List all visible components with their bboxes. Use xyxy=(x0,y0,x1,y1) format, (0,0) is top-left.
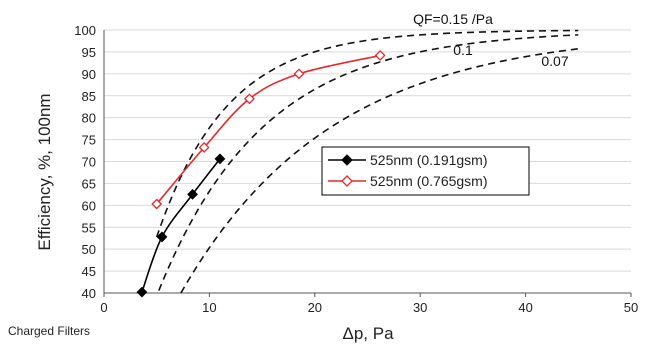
x-tick-label: 40 xyxy=(518,300,532,315)
legend-entry-series-2: 525nm (0.765gsm) xyxy=(370,173,488,189)
y-tick-label: 40 xyxy=(82,286,96,301)
y-tick-label: 55 xyxy=(82,220,96,235)
series-2-point xyxy=(374,50,386,61)
y-tick-label: 75 xyxy=(82,133,96,148)
y-tick-label: 45 xyxy=(82,264,96,279)
legend-entry-series-1: 525nm (0.191gsm) xyxy=(370,152,488,168)
y-tick-label: 80 xyxy=(82,111,96,126)
x-tick-label: 50 xyxy=(624,300,638,315)
x-tick-label: 0 xyxy=(100,300,107,315)
y-tick-label: 70 xyxy=(82,155,96,170)
legend-marker-series-1 xyxy=(341,154,353,166)
x-tick-label: 10 xyxy=(202,300,216,315)
qf-curve-015 xyxy=(155,29,579,238)
axes xyxy=(103,30,632,297)
tick-labels: 40 45 50 55 60 65 70 75 80 85 90 95 100 0 10 20 30 40 50 xyxy=(74,23,638,315)
qf-curve-label: QF=0.15 /Pa xyxy=(413,11,493,27)
legend: 525nm (0.191gsm) 525nm (0.765gsm) xyxy=(321,146,530,196)
series-1-point xyxy=(214,153,226,165)
series-2-point xyxy=(151,198,163,210)
qf-curve-label: 0.1 xyxy=(453,42,473,58)
legend-marker-series-2 xyxy=(341,175,353,187)
y-tick-label: 85 xyxy=(82,89,96,104)
series-1-point xyxy=(156,231,168,243)
y-tick-label: 90 xyxy=(82,67,96,82)
y-tick-label: 50 xyxy=(82,242,96,257)
series-1-point xyxy=(136,286,148,298)
series-2-point xyxy=(198,142,210,153)
y-tick-label: 100 xyxy=(74,23,96,38)
x-tick-label: 20 xyxy=(308,300,322,315)
series-1-line xyxy=(141,158,221,293)
x-tick-label: 30 xyxy=(413,300,427,315)
qf-reference-curves: QF=0.15 /Pa 0.1 0.07 xyxy=(155,11,579,294)
qf-curve-007 xyxy=(180,47,579,294)
y-tick-label: 65 xyxy=(82,176,96,191)
data-series xyxy=(136,50,386,298)
series-2-point xyxy=(293,68,305,80)
y-tick-label: 95 xyxy=(82,45,96,60)
gridlines xyxy=(104,29,631,272)
qf-curve-label: 0.07 xyxy=(541,53,568,69)
qf-curve-01 xyxy=(158,34,579,291)
y-axis-label: Efficiency, %, 100nm xyxy=(35,93,54,250)
series-1-point xyxy=(187,188,198,200)
legend-box xyxy=(321,146,530,196)
footnote-label: Charged Filters xyxy=(8,324,90,338)
series-2-point xyxy=(244,93,255,105)
y-tick-label: 60 xyxy=(82,198,96,213)
x-axis-label: Δp, Pa xyxy=(342,324,394,343)
